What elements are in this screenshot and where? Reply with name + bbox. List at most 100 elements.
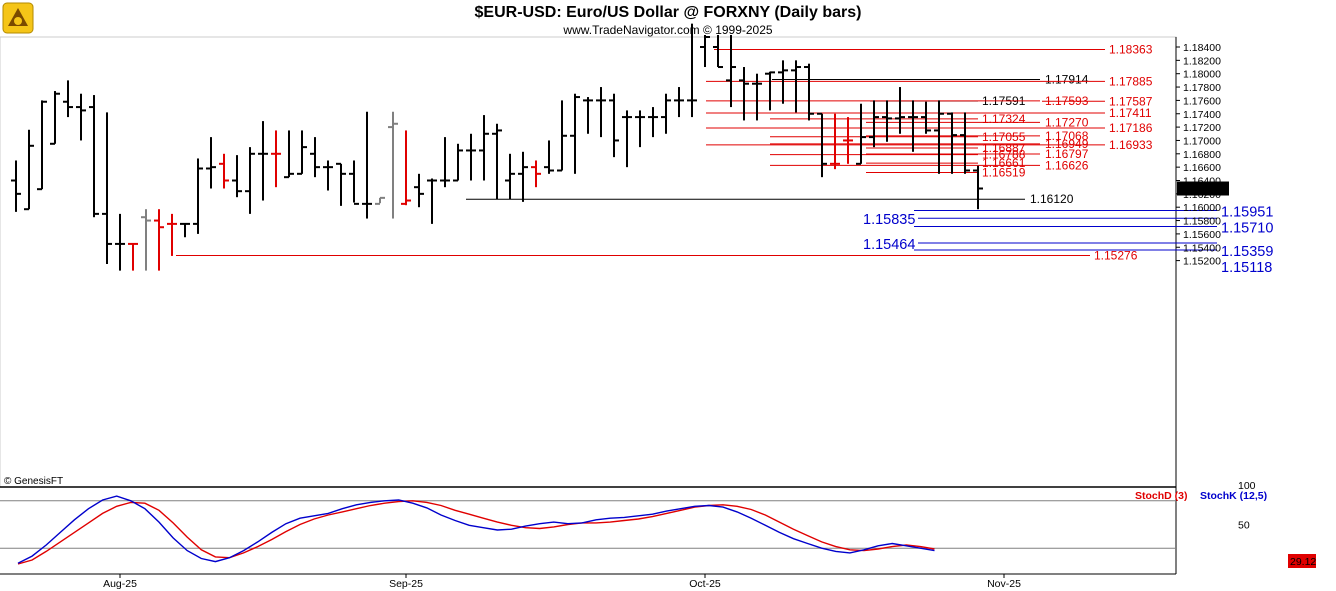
- ohlc-bar: [180, 222, 190, 238]
- chart-subtitle: www.TradeNavigator.com © 1999-2025: [562, 23, 772, 37]
- ohlc-bar: [167, 213, 177, 256]
- ohlc-bar: [323, 160, 333, 191]
- price-level: 1.15118: [1221, 260, 1272, 276]
- chart-title: $EUR-USD: Euro/US Dollar @ FORXNY (Daily…: [475, 4, 862, 21]
- ohlc-bar: [414, 173, 424, 208]
- price-level-label: 1.17324: [982, 112, 1026, 126]
- stoch-last-badge: 29.12: [1288, 554, 1316, 568]
- price-tick-label: 1.17600: [1183, 95, 1221, 107]
- price-level: 1.16933: [706, 138, 1153, 152]
- price-level-label: 1.15835: [863, 212, 915, 228]
- ohlc-bar: [24, 129, 34, 211]
- ohlc-bar: [297, 130, 307, 175]
- price-tick-label: 1.15200: [1183, 256, 1221, 268]
- ohlc-bar: [674, 87, 684, 118]
- price-tick-label: 1.17400: [1183, 109, 1221, 121]
- price-tick-label: 1.17200: [1183, 122, 1221, 134]
- price-level: 1.17885: [706, 74, 1153, 88]
- price-tick-label: 1.18200: [1183, 55, 1221, 67]
- ohlc-bar: [648, 107, 658, 138]
- price-level: 1.15710: [914, 221, 1273, 237]
- price-level-label: 1.15710: [1221, 221, 1273, 237]
- ohlc-bar: [232, 155, 242, 198]
- ohlc-bar: [284, 130, 294, 179]
- price-level-label: 1.16797: [1045, 147, 1089, 161]
- ohlc-bar: [583, 97, 593, 134]
- price-level-label: 1.17186: [1109, 121, 1153, 135]
- price-level-label: 1.17914: [1045, 72, 1089, 86]
- ohlc-bar: [128, 242, 138, 271]
- ohlc-bar: [245, 147, 255, 214]
- price-tick-label: 1.17000: [1183, 135, 1221, 147]
- x-tick-label: Aug-25: [103, 578, 137, 590]
- price-level-label: 1.16120: [1030, 192, 1074, 206]
- price-level: 1.17411: [706, 106, 1152, 120]
- ohlc-bar: [271, 130, 281, 188]
- price-level-label: 1.15951: [1221, 204, 1273, 220]
- ohlc-bar: [115, 213, 125, 271]
- ohlc-bar: [349, 160, 359, 205]
- ohlc-bar: [193, 158, 203, 234]
- stoch-series-line: [17, 500, 935, 565]
- stoch-last-value: 29.12: [1290, 556, 1316, 568]
- x-tick-label: Oct-25: [689, 578, 721, 590]
- price-tick-label: 1.16800: [1183, 149, 1221, 161]
- ohlc-bar: [89, 95, 99, 218]
- price-tick-label: 1.15400: [1183, 242, 1221, 254]
- ohlc-bar: [492, 123, 502, 200]
- price-tick-label: 1.18400: [1183, 42, 1221, 54]
- ohlc-bar: [882, 100, 892, 142]
- price-level: 1.16626: [770, 158, 1089, 172]
- ohlc-bar: [752, 73, 762, 121]
- price-level: 1.16519: [866, 166, 1026, 180]
- ohlc-bar: [50, 91, 60, 145]
- ohlc-bar: [830, 113, 840, 170]
- price-level: 1.16661: [866, 156, 1026, 170]
- price-level-label: 1.16887: [982, 141, 1026, 155]
- price-level-label: 1.17055: [982, 130, 1026, 144]
- ohlc-bar: [375, 196, 385, 205]
- price-level: 1.15359: [914, 244, 1273, 260]
- price-tick-label: 1.16000: [1183, 202, 1221, 214]
- x-axis-ticks: Aug-25 Sep-25 Oct-25 Nov-25: [103, 574, 1021, 590]
- ohlc-bar: [661, 93, 671, 134]
- price-level: 1.18363: [714, 42, 1153, 56]
- ohlc-bar: [635, 110, 645, 148]
- stoch-series-line: [17, 495, 935, 564]
- ohlc-bar: [739, 67, 749, 121]
- ohlc-bar: [388, 111, 398, 219]
- price-level: 1.16120: [466, 192, 1074, 206]
- ohlc-bar: [921, 101, 931, 134]
- copyright-label: © GenesisFT: [4, 476, 63, 487]
- ohlc-bar: [401, 130, 411, 206]
- ohlc-bar: [206, 137, 216, 189]
- ohlc-bar: [336, 162, 346, 206]
- ohlc-bar: [700, 34, 710, 68]
- price-level-label: 1.17270: [1045, 115, 1089, 129]
- ohlc-bar: [37, 100, 47, 191]
- ohlc-bar: [817, 112, 827, 178]
- ohlc-bar: [791, 60, 801, 113]
- price-level: 1.15951: [914, 204, 1273, 220]
- price-level-label: 1.15359: [1221, 244, 1273, 260]
- price-level-label: 1.18363: [1109, 42, 1153, 56]
- price-tick-label: 1.18000: [1183, 69, 1221, 81]
- ohlc-bar: [947, 112, 957, 174]
- price-level: 1.15276: [176, 249, 1138, 263]
- price-level-label: 1.15276: [1094, 249, 1138, 263]
- ohlc-bar: [219, 153, 229, 189]
- price-bars: [11, 23, 983, 271]
- price-level-label: 1.16626: [1045, 158, 1089, 172]
- ohlc-bar: [843, 117, 853, 164]
- price-level-label: 1.16661: [982, 156, 1026, 170]
- price-level-label: 1.17885: [1109, 74, 1153, 88]
- ohlc-bar: [76, 93, 86, 141]
- x-tick-label: Sep-25: [389, 578, 423, 590]
- price-level-label: 1.16788: [982, 148, 1026, 162]
- ohlc-bar: [102, 112, 112, 264]
- price-level-label: 1.16933: [1109, 138, 1153, 152]
- ohlc-bar: [505, 153, 515, 200]
- ohlc-bar: [765, 71, 775, 111]
- price-level: 1.17186: [706, 121, 1153, 135]
